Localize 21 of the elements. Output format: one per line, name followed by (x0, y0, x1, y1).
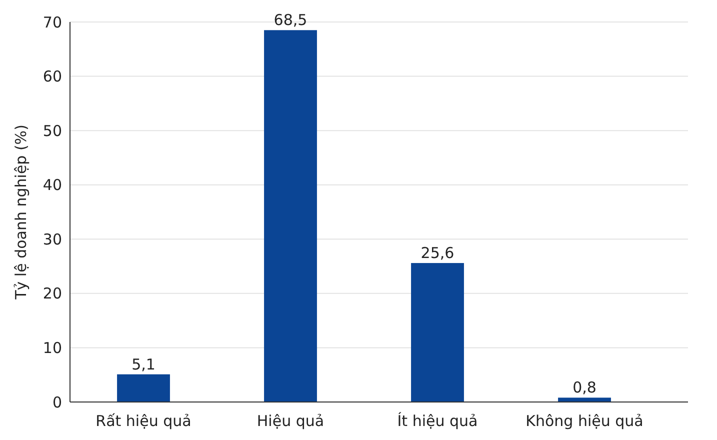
bar (117, 374, 170, 402)
y-tick-label: 20 (42, 284, 62, 303)
data-label: 68,5 (274, 11, 308, 30)
y-tick-label: 0 (52, 393, 62, 412)
data-label: 0,8 (572, 378, 596, 397)
y-axis-title: Tỷ lệ doanh nghiệp (%) (12, 124, 30, 300)
y-tick-label: 50 (42, 122, 62, 140)
x-tick-label: Hiệu quả (256, 412, 324, 430)
data-label: 25,6 (420, 244, 454, 262)
bar (411, 263, 464, 402)
y-tick-label: 30 (42, 230, 62, 248)
x-tick-label: Không hiệu quả (526, 412, 644, 430)
y-tick-label: 40 (42, 176, 62, 194)
y-tick-label: 70 (42, 13, 62, 32)
y-tick-label: 10 (42, 338, 62, 357)
data-label: 5,1 (132, 355, 156, 374)
bar (558, 398, 611, 402)
x-tick-label: Ít hiệu quả (397, 412, 478, 430)
x-tick-label: Rất hiệu quả (96, 412, 192, 430)
y-tick-label: 60 (42, 68, 62, 86)
bar (264, 30, 317, 402)
